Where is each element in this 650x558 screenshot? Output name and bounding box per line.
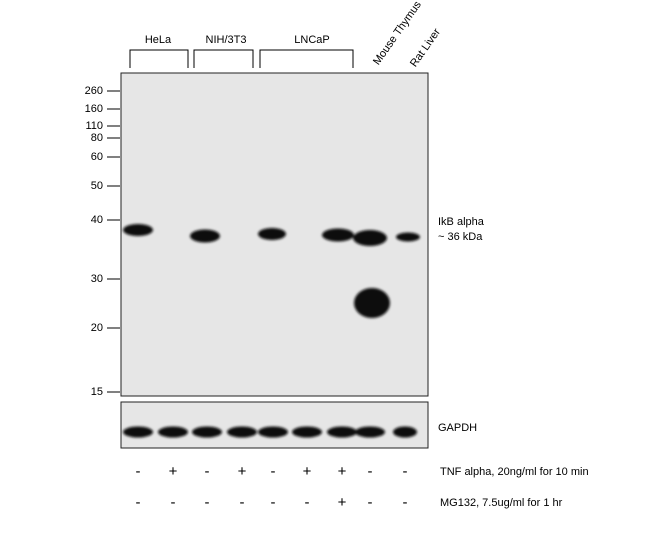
- treatment-sign: -: [171, 494, 176, 511]
- treatment-sign: -: [403, 494, 408, 511]
- tissue-label: Rat Liver: [408, 26, 443, 69]
- treatment-sign: -: [368, 494, 373, 511]
- treatment-sign: -: [205, 494, 210, 511]
- treatment-sign: +: [338, 463, 347, 480]
- gapdh-band: [227, 426, 257, 438]
- target-label: IkB alpha: [438, 216, 485, 228]
- gapdh-band: [355, 426, 385, 438]
- treatment-label: MG132, 7.5ug/ml for 1 hr: [440, 497, 563, 509]
- group-label: NIH/3T3: [206, 34, 247, 46]
- treatment-sign: +: [303, 463, 312, 480]
- ikb-bands: [123, 224, 420, 318]
- marker-label: 20: [91, 322, 103, 334]
- treatment-sign: -: [368, 463, 373, 480]
- treatment-label: TNF alpha, 20ng/ml for 10 min: [440, 466, 589, 478]
- target-label: ~ 36 kDa: [438, 231, 483, 243]
- marker-label: 110: [85, 120, 103, 132]
- treatment-sign: -: [136, 494, 141, 511]
- gapdh-band: [292, 426, 322, 438]
- marker-label: 160: [85, 103, 103, 115]
- marker-label: 30: [91, 273, 103, 285]
- group-label: LNCaP: [294, 34, 329, 46]
- gapdh-band: [393, 426, 417, 438]
- treatment-sign: -: [136, 463, 141, 480]
- treatment-sign: +: [238, 463, 247, 480]
- marker-label: 40: [91, 214, 103, 226]
- gapdh-band: [258, 426, 288, 438]
- treatment-sign: -: [271, 494, 276, 511]
- group-label: HeLa: [145, 34, 172, 46]
- gapdh-blot: [120, 401, 429, 449]
- marker-label: 60: [91, 151, 103, 163]
- gapdh-bands: [123, 426, 417, 438]
- gapdh-band: [192, 426, 222, 438]
- treatment-sign: -: [205, 463, 210, 480]
- marker-label: 260: [85, 85, 103, 97]
- treatment-sign: +: [169, 463, 178, 480]
- gapdh-band: [158, 426, 188, 438]
- treatment-sign: -: [240, 494, 245, 511]
- gapdh-band: [327, 426, 357, 438]
- marker-label: 15: [91, 386, 103, 398]
- treatment-sign: -: [305, 494, 310, 511]
- gapdh-band: [123, 426, 153, 438]
- treatment-sign: -: [271, 463, 276, 480]
- treatment-sign: -: [403, 463, 408, 480]
- marker-label: 50: [91, 180, 103, 192]
- loading-label: GAPDH: [438, 422, 477, 434]
- group-brackets: [129, 49, 354, 68]
- marker-label: 80: [91, 132, 103, 144]
- treatment-sign: +: [338, 494, 347, 511]
